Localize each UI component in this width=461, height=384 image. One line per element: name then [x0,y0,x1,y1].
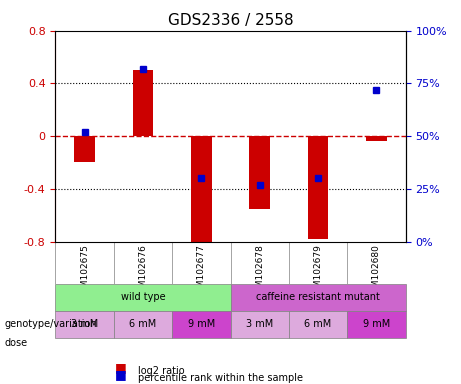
Text: GSM102676: GSM102676 [138,244,148,298]
Text: ■: ■ [115,361,127,374]
Text: GSM102675: GSM102675 [80,244,89,298]
Bar [366,136,387,141]
Text: percentile rank within the sample: percentile rank within the sample [138,373,303,383]
Text: 3 mM: 3 mM [246,319,273,329]
Text: GSM102680: GSM102680 [372,244,381,298]
Text: genotype/variation: genotype/variation [5,319,97,329]
Text: 9 mM: 9 mM [363,319,390,329]
Text: log2 ratio: log2 ratio [138,366,185,376]
Text: 6 mM: 6 mM [304,319,332,329]
Bar [74,136,95,162]
Text: dose: dose [5,338,28,348]
Text: GSM102679: GSM102679 [313,244,323,298]
Text: 6 mM: 6 mM [129,319,157,329]
Bar [308,136,328,239]
FancyBboxPatch shape [172,311,230,338]
Bar [249,136,270,209]
Bar [191,136,212,244]
Text: 9 mM: 9 mM [188,319,215,329]
FancyBboxPatch shape [230,311,289,338]
Bar [133,70,153,136]
Text: 3 mM: 3 mM [71,319,98,329]
Text: caffeine resistant mutant: caffeine resistant mutant [256,292,380,302]
FancyBboxPatch shape [347,311,406,338]
Title: GDS2336 / 2558: GDS2336 / 2558 [168,13,293,28]
Text: ■: ■ [115,368,127,381]
Text: GSM102678: GSM102678 [255,244,264,298]
FancyBboxPatch shape [230,284,406,311]
Text: wild type: wild type [121,292,165,302]
FancyBboxPatch shape [55,311,114,338]
Text: GSM102677: GSM102677 [197,244,206,298]
FancyBboxPatch shape [289,311,347,338]
FancyBboxPatch shape [114,311,172,338]
FancyBboxPatch shape [55,284,230,311]
